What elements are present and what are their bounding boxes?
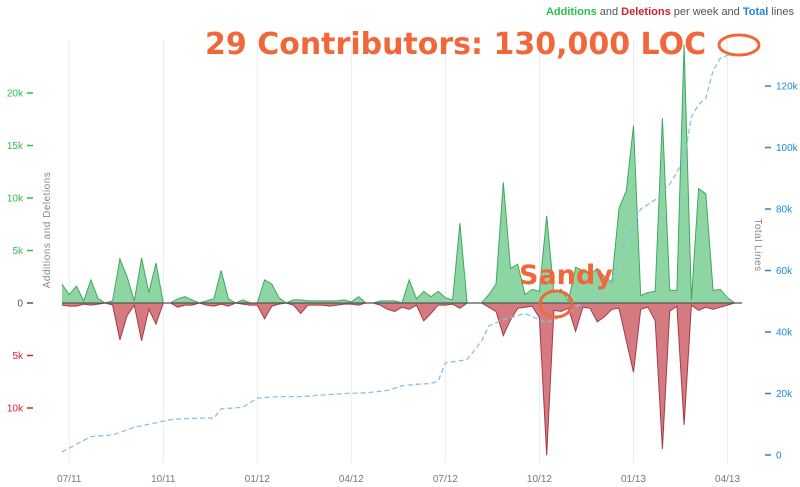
additions-line bbox=[61, 44, 736, 304]
y-tick-label-right: 100k bbox=[776, 143, 799, 154]
deletions-line bbox=[61, 302, 735, 456]
legend: Additions and Deletions per week and Tot… bbox=[546, 6, 795, 18]
grid-layer bbox=[68, 40, 729, 463]
y-tick-label-right: 60k bbox=[776, 266, 793, 277]
y-axis-title-left: Additions and Deletions bbox=[42, 172, 53, 289]
y-tick-label-left: 10k bbox=[7, 404, 24, 415]
y-tick-label-right: 80k bbox=[776, 205, 793, 216]
x-tick-label: 07/12 bbox=[433, 474, 458, 485]
headline-annotation: 29 Contributors: 130,000 LOC bbox=[205, 27, 706, 62]
y-tick-label-left: 10k bbox=[7, 194, 24, 205]
y-tick-label-left: 20k bbox=[7, 89, 24, 100]
sandy-annotation: Sandy bbox=[519, 260, 613, 291]
legend-total: Total bbox=[743, 6, 772, 18]
y-tick-label-left: 5k bbox=[12, 351, 24, 362]
y-tick-label-left: 15k bbox=[7, 141, 24, 152]
y-tick-label-left: 0 bbox=[17, 299, 23, 310]
legend-deletions: Deletions bbox=[621, 6, 674, 18]
y-axis-title-right: Total Lines bbox=[752, 218, 763, 271]
x-tick-label: 04/13 bbox=[715, 474, 740, 485]
y-tick-label-left: 5k bbox=[12, 246, 24, 257]
tick-layer: 07/11 10/11 01/12 04/12 07/12 10/12 01/13 04/13… bbox=[7, 82, 799, 486]
total-highlight-circle bbox=[717, 33, 761, 57]
total-lines-series bbox=[61, 54, 735, 453]
total-lines-layer bbox=[61, 54, 735, 453]
y-tick-label-right: 0 bbox=[776, 451, 782, 462]
legend-and: and bbox=[600, 6, 621, 18]
y-tick-label-right: 40k bbox=[776, 328, 793, 339]
x-tick-label: 10/12 bbox=[527, 474, 552, 485]
legend-per-week: per week and bbox=[674, 6, 743, 18]
x-tick-label: 07/11 bbox=[57, 474, 82, 485]
deletions-area bbox=[62, 303, 735, 456]
x-tick-label: 10/11 bbox=[151, 474, 176, 485]
legend-lines: lines bbox=[771, 6, 794, 18]
area-layer bbox=[61, 44, 742, 456]
y-tick-label-right: 20k bbox=[776, 389, 793, 400]
x-tick-label: 01/12 bbox=[245, 474, 270, 485]
additions-area bbox=[62, 44, 735, 303]
y-tick-label-right: 120k bbox=[776, 82, 799, 93]
legend-additions: Additions bbox=[546, 6, 600, 18]
sandy-highlight-circle bbox=[538, 289, 574, 319]
x-tick-label: 01/13 bbox=[621, 474, 646, 485]
x-tick-label: 04/12 bbox=[339, 474, 364, 485]
